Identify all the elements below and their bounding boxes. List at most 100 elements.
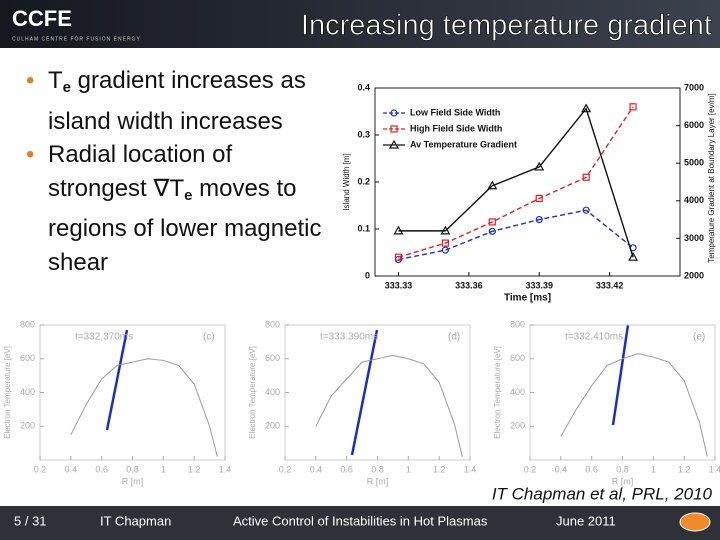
footer-bar	[0, 506, 720, 540]
panel-label: (e)	[693, 332, 705, 343]
x-tick-label: 0.8	[371, 464, 384, 474]
data-point	[581, 103, 592, 113]
data-point	[441, 246, 449, 254]
y-tick-label: 0	[365, 270, 370, 280]
x-tick-label: 0.2	[279, 464, 292, 474]
x-tick-label: 333.33	[385, 280, 413, 290]
y-tick-label: 600	[20, 353, 35, 363]
data-point	[487, 180, 498, 190]
x-tick-label: 1	[651, 464, 656, 474]
bullet-text: gradient increases as island width incre…	[48, 67, 306, 135]
x-tick-label: 0.4	[555, 464, 568, 474]
bullet-list: Te gradient increases as island width in…	[26, 64, 326, 279]
panel-time: t=332.370ms	[75, 332, 133, 343]
y-tick-label: 800	[20, 319, 35, 329]
data-line	[315, 354, 463, 457]
legend-marker	[388, 139, 400, 149]
x-tick-label: 0.6	[340, 464, 353, 474]
x-tick-label: 1	[406, 464, 411, 474]
logo-name: CCFE	[12, 6, 72, 31]
data-line	[398, 209, 634, 261]
x-tick-label: 0.4	[65, 464, 78, 474]
y-axis-label: Electron Temperature [eV]	[3, 346, 12, 439]
x-tick-label: 0.8	[616, 464, 629, 474]
legend-marker	[390, 109, 398, 117]
y2-tick-label: 3000	[684, 233, 704, 243]
gradient-annotation	[350, 329, 379, 456]
x-tick-label: 1.4	[709, 464, 720, 474]
data-line	[398, 106, 634, 258]
y-tick-label: 0.2	[357, 176, 370, 186]
panel-time: t=332.410ms	[565, 332, 623, 343]
x-tick-label: 1	[161, 464, 166, 474]
x-tick-label: 1.4	[464, 464, 477, 474]
data-line	[560, 353, 708, 457]
data-point	[488, 218, 496, 226]
data-point	[534, 161, 545, 171]
logo-subtitle: CULHAM CENTRE FOR FUSION ENERGY	[12, 36, 141, 42]
y2-tick-label: 2000	[684, 270, 704, 280]
data-point	[394, 253, 403, 261]
x-tick-label: 0.4	[310, 464, 323, 474]
y2-tick-label: 7000	[684, 82, 704, 92]
y2-tick-label: 6000	[684, 120, 704, 130]
gradient-annotation	[611, 324, 630, 426]
bullet-text: moves to regions of lower magnetic shear	[48, 174, 322, 276]
y-tick-label: 800	[265, 319, 280, 329]
footer-page: 5 / 31	[14, 513, 47, 528]
y-axis-label: Electron Temperature [eV]	[493, 346, 502, 439]
x-axis-label: Time [ms]	[504, 293, 551, 304]
plot-frame	[529, 324, 716, 461]
x-tick-label: 333.39	[525, 280, 553, 290]
y-tick-label: 0.4	[357, 82, 370, 92]
y-tick-label: 600	[265, 353, 280, 363]
y2-tick-label: 4000	[684, 195, 704, 205]
x-tick-label: 0.8	[126, 464, 139, 474]
x-axis-label: R [m]	[367, 476, 389, 486]
gradient-annotation	[105, 329, 129, 431]
footer-date: June 2011	[556, 513, 616, 528]
legend-marker	[390, 125, 398, 133]
panel-label: (d)	[448, 332, 460, 343]
y2-axis-label: Temperature Gradient at Boundary Layer […	[707, 93, 716, 262]
x-tick-label: 0.2	[34, 464, 47, 474]
y-axis-label: Island Width [m]	[342, 153, 351, 210]
data-point	[441, 239, 449, 247]
y-axis-label: Electron Temperature [eV]	[248, 346, 257, 439]
y-tick-label: 200	[265, 421, 280, 431]
data-point	[628, 251, 639, 261]
data-line	[398, 107, 634, 258]
footer-logo	[679, 512, 711, 532]
data-point	[488, 227, 496, 235]
x-tick-label: 1.4	[219, 464, 232, 474]
y-tick-label: 800	[510, 319, 525, 329]
y-tick-label: 0.1	[357, 223, 370, 233]
legend-label: Low Field Side Width	[410, 107, 500, 117]
title-bar	[0, 0, 720, 48]
citation: IT Chapman et al, PRL, 2010	[492, 484, 713, 503]
data-line	[70, 358, 218, 457]
y-tick-label: 400	[510, 387, 525, 397]
legend-label: High Field Side Width	[410, 123, 502, 133]
x-axis-label: R [m]	[122, 476, 144, 486]
x-tick-label: 0.2	[524, 464, 537, 474]
bullet: Te gradient increases as island width in…	[26, 64, 326, 138]
footer-author: IT Chapman	[100, 513, 171, 528]
legend-label: Av Temperature Gradient	[410, 139, 517, 149]
x-tick-label: 333.42	[596, 280, 624, 290]
plot-frame	[284, 324, 471, 461]
slide-title: Increasing temperature gradient	[301, 10, 712, 42]
panel-time: t=333.390ms	[320, 332, 378, 343]
bullet: Radial location of strongest ∇Te moves t…	[26, 138, 326, 279]
footer-talk: Active Control of Instabilities in Hot P…	[233, 513, 488, 528]
subscript: e	[62, 79, 72, 96]
data-point	[535, 216, 543, 224]
x-tick-label: 333.36	[455, 280, 483, 290]
data-point	[393, 225, 404, 235]
y-tick-label: 600	[510, 353, 525, 363]
x-tick-label: 1.2	[433, 464, 446, 474]
subscript: e	[184, 186, 193, 204]
bullet-text: Radial location of strongest ∇T	[48, 141, 233, 202]
